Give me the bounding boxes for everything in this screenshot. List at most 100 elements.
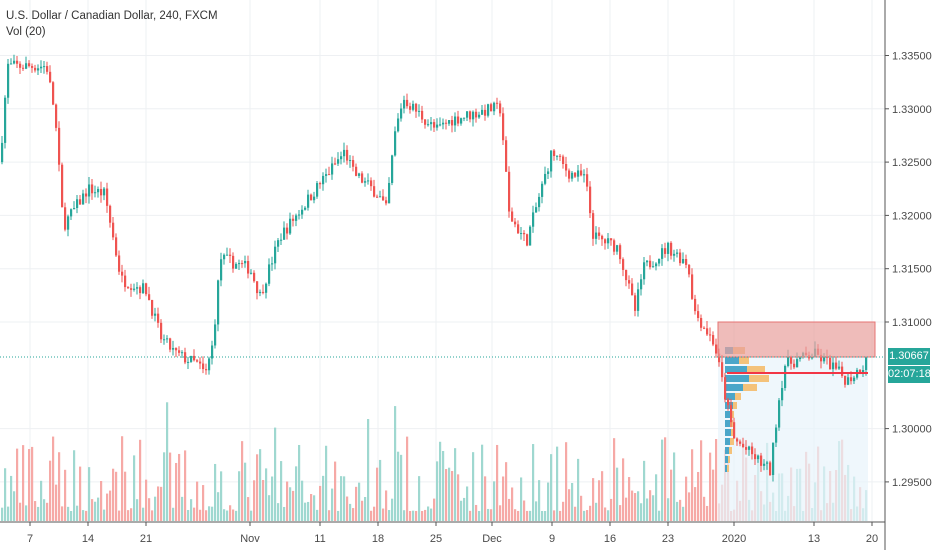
candle-body xyxy=(184,352,187,363)
volume-bar xyxy=(469,510,472,521)
price-axis[interactable]: 1.33500 1.33000 1.32500 1.32000 1.31500 1.310… xyxy=(885,51,932,489)
profile-down-bar xyxy=(749,375,769,382)
volume-bar xyxy=(394,406,397,521)
volume-bar xyxy=(541,510,544,521)
candle-body xyxy=(280,239,283,241)
time-tick-label: 11 xyxy=(314,533,325,545)
candle-body xyxy=(643,262,646,280)
candle-body xyxy=(397,118,400,132)
candle-body xyxy=(481,109,484,115)
volume-bar xyxy=(568,489,571,521)
volume-bar xyxy=(184,450,187,521)
volume-bar xyxy=(346,496,349,521)
volume-bar xyxy=(100,481,103,521)
volume-bar xyxy=(538,480,541,521)
candle-body xyxy=(391,155,394,183)
volume-bar xyxy=(163,452,166,521)
volume-bar xyxy=(1,507,4,521)
candle-body xyxy=(88,184,91,197)
volume-bar xyxy=(514,509,517,521)
candle-body xyxy=(28,63,31,67)
volume-bar xyxy=(592,478,595,521)
volume-bar xyxy=(451,470,454,521)
volume-bar xyxy=(166,402,169,521)
time-tick-label: 20 xyxy=(866,533,878,545)
volume-bar xyxy=(628,477,631,521)
candle-body xyxy=(235,263,238,269)
volume-bar xyxy=(670,469,673,521)
candle-body xyxy=(601,235,604,240)
resistance-zone[interactable] xyxy=(717,321,876,358)
candle-body xyxy=(640,279,643,290)
volume-bar xyxy=(205,510,208,521)
candle-body xyxy=(628,280,631,284)
candle-body xyxy=(847,377,850,385)
volume-bar xyxy=(607,510,610,521)
volume-bar xyxy=(88,467,91,521)
candle-body xyxy=(175,348,178,351)
time-tick-label: 14 xyxy=(82,533,94,545)
price-tick-label: 1.33500 xyxy=(892,51,932,63)
volume-bar xyxy=(220,471,223,521)
candle-body xyxy=(535,207,538,213)
candle-body xyxy=(82,193,85,205)
volume-bar xyxy=(409,510,412,521)
candle-body xyxy=(796,359,799,368)
candle-body xyxy=(820,354,823,362)
candle-body xyxy=(217,280,220,325)
volume-bar xyxy=(55,484,58,521)
volume-bar xyxy=(349,503,352,521)
volume-bar xyxy=(544,510,547,521)
volume-bar xyxy=(580,495,583,521)
candle-body xyxy=(256,281,259,294)
candle-body xyxy=(478,114,481,118)
volume-bar xyxy=(337,510,340,521)
time-tick-label: 16 xyxy=(604,533,616,545)
volume-bar xyxy=(715,439,718,521)
candle-body xyxy=(202,363,205,370)
time-axis[interactable]: 7 14 21 Nov 11 18 25 Dec 9 16 23 2020 13 20 xyxy=(27,522,878,545)
volume-bar xyxy=(43,499,46,521)
volume-bar xyxy=(319,485,322,521)
volume-bar xyxy=(601,471,604,521)
candle-body xyxy=(46,66,49,72)
candle-body xyxy=(556,155,559,157)
candle-body xyxy=(454,116,457,126)
candle-body xyxy=(457,116,460,124)
volume-bar xyxy=(391,498,394,521)
candle-body xyxy=(37,68,40,71)
volume-bar xyxy=(280,461,283,521)
volume-bar xyxy=(208,506,211,521)
volume-bar xyxy=(487,508,490,521)
volume-bar xyxy=(121,436,124,521)
volume-indicator-label[interactable]: Vol (20) xyxy=(6,26,46,38)
candle-body xyxy=(232,255,235,269)
volume-bar xyxy=(658,510,661,521)
volume-bar xyxy=(565,442,568,521)
volume-bar xyxy=(64,469,67,521)
candle-body xyxy=(613,240,616,252)
volume-bar xyxy=(382,508,385,521)
volume-bar xyxy=(67,506,70,521)
candle-body xyxy=(760,455,763,466)
candle-body xyxy=(544,173,547,184)
volume-bar xyxy=(652,495,655,521)
volume-bar xyxy=(331,488,334,521)
volume-bar xyxy=(421,510,424,521)
volume-bar xyxy=(445,469,448,521)
candle-body xyxy=(151,299,154,316)
candle-body xyxy=(694,298,697,312)
candle-body xyxy=(238,263,241,265)
candle-body xyxy=(94,192,97,194)
profile-down-bar xyxy=(743,384,757,391)
volume-bar xyxy=(694,487,697,521)
volume-bar xyxy=(631,490,634,521)
candle-body xyxy=(634,295,637,311)
candle-body xyxy=(598,232,601,236)
volume-bar xyxy=(40,480,43,521)
volume-bar xyxy=(478,510,481,521)
bar-countdown-tag: 02:07:18 xyxy=(888,366,931,383)
candle-body xyxy=(265,283,268,293)
symbol-title[interactable]: U.S. Dollar / Canadian Dollar, 240, FXCM xyxy=(6,10,218,22)
